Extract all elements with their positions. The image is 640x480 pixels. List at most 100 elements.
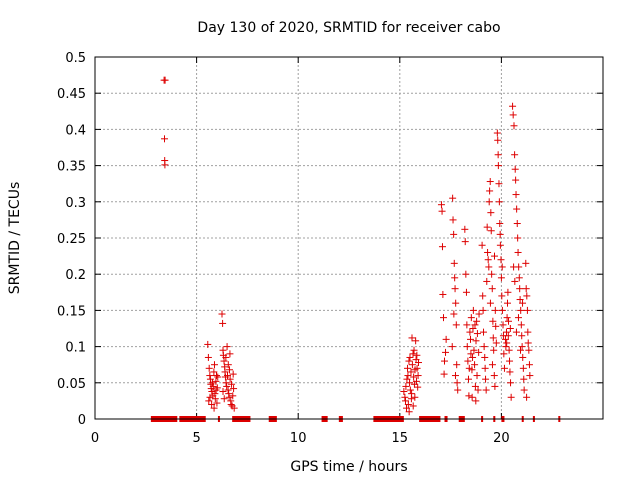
data-point xyxy=(442,348,450,356)
data-point xyxy=(403,404,411,412)
data-point xyxy=(406,353,414,361)
data-point xyxy=(407,368,415,376)
data-point xyxy=(506,368,514,376)
data-point xyxy=(442,335,450,343)
data-point xyxy=(509,102,517,110)
data-point xyxy=(449,194,457,202)
data-point xyxy=(503,299,511,307)
data-point xyxy=(499,321,507,329)
data-point xyxy=(224,386,232,394)
data-point xyxy=(469,306,477,314)
data-point xyxy=(228,380,236,388)
data-point xyxy=(485,198,493,206)
y-tick-label: 0.1 xyxy=(65,341,86,356)
y-axis-label: SRMTID / TECUs xyxy=(7,182,23,295)
data-point xyxy=(414,372,422,380)
data-point xyxy=(525,361,533,369)
data-point xyxy=(485,263,493,271)
data-point xyxy=(464,375,472,383)
data-point xyxy=(469,353,477,361)
y-tick-label: 0.3 xyxy=(65,196,86,211)
data-point xyxy=(204,340,212,348)
data-point xyxy=(414,383,422,391)
data-point xyxy=(518,332,526,340)
data-point xyxy=(472,337,480,345)
data-point xyxy=(514,234,522,242)
data-point xyxy=(223,382,231,390)
data-point xyxy=(523,292,531,300)
data-point xyxy=(471,361,479,369)
data-point xyxy=(479,292,487,300)
data-point xyxy=(513,220,521,228)
data-point xyxy=(520,386,528,394)
data-point xyxy=(209,382,217,390)
data-point xyxy=(522,285,530,293)
data-point xyxy=(525,346,533,354)
data-point xyxy=(466,328,474,336)
data-point xyxy=(160,135,168,143)
data-point xyxy=(210,404,218,412)
data-point xyxy=(409,402,417,410)
x-tick-label: 15 xyxy=(392,431,409,446)
data-point xyxy=(510,122,518,130)
data-point xyxy=(481,364,489,372)
data-point xyxy=(441,357,449,365)
data-point xyxy=(405,357,413,365)
data-point xyxy=(497,274,505,282)
data-point xyxy=(484,256,492,264)
data-point xyxy=(497,256,505,264)
data-point xyxy=(512,328,520,336)
data-point xyxy=(411,393,419,401)
plot-frame xyxy=(94,56,604,420)
data-point xyxy=(502,328,510,336)
data-point xyxy=(512,191,520,199)
data-point xyxy=(524,339,532,347)
data-point xyxy=(520,375,528,383)
data-point xyxy=(461,225,469,233)
data-point xyxy=(230,385,238,393)
data-point xyxy=(401,397,409,405)
data-point xyxy=(404,364,412,372)
y-tick-label: 0 xyxy=(78,413,86,428)
data-point xyxy=(403,375,411,383)
data-point xyxy=(220,395,228,403)
data-point xyxy=(475,310,483,318)
data-point xyxy=(515,274,523,282)
data-point xyxy=(412,337,420,345)
data-point xyxy=(507,379,515,387)
data-point xyxy=(465,364,473,372)
data-point xyxy=(413,351,421,359)
y-tick-label: 0.15 xyxy=(57,304,86,319)
data-point xyxy=(412,377,420,385)
data-point xyxy=(503,314,511,322)
data-point xyxy=(502,343,510,351)
data-point xyxy=(511,165,519,173)
data-point xyxy=(522,259,530,267)
data-point xyxy=(494,136,502,144)
data-point xyxy=(229,370,237,378)
data-point xyxy=(475,348,483,356)
data-point xyxy=(489,317,497,325)
data-point xyxy=(512,176,520,184)
data-points xyxy=(150,76,561,422)
data-point xyxy=(505,317,513,325)
data-point xyxy=(401,393,409,401)
data-point xyxy=(206,372,214,380)
y-tick-label: 0.45 xyxy=(57,87,86,102)
grid-lines xyxy=(95,57,603,419)
data-point xyxy=(517,306,525,314)
data-point xyxy=(208,401,216,409)
data-point xyxy=(467,314,475,322)
x-axis-label: GPS time / hours xyxy=(290,459,407,475)
data-point xyxy=(404,372,412,380)
y-tick-labels: 0 0.05 0.1 0.15 0.2 0.25 0.3 0.35 0.4 0.45 0.5 xyxy=(57,51,86,428)
data-point xyxy=(480,343,488,351)
data-point xyxy=(410,373,418,381)
data-point xyxy=(498,263,506,271)
data-point xyxy=(494,162,502,170)
data-point xyxy=(514,314,522,322)
data-point xyxy=(438,243,446,251)
data-point xyxy=(467,350,475,358)
data-point xyxy=(450,230,458,238)
